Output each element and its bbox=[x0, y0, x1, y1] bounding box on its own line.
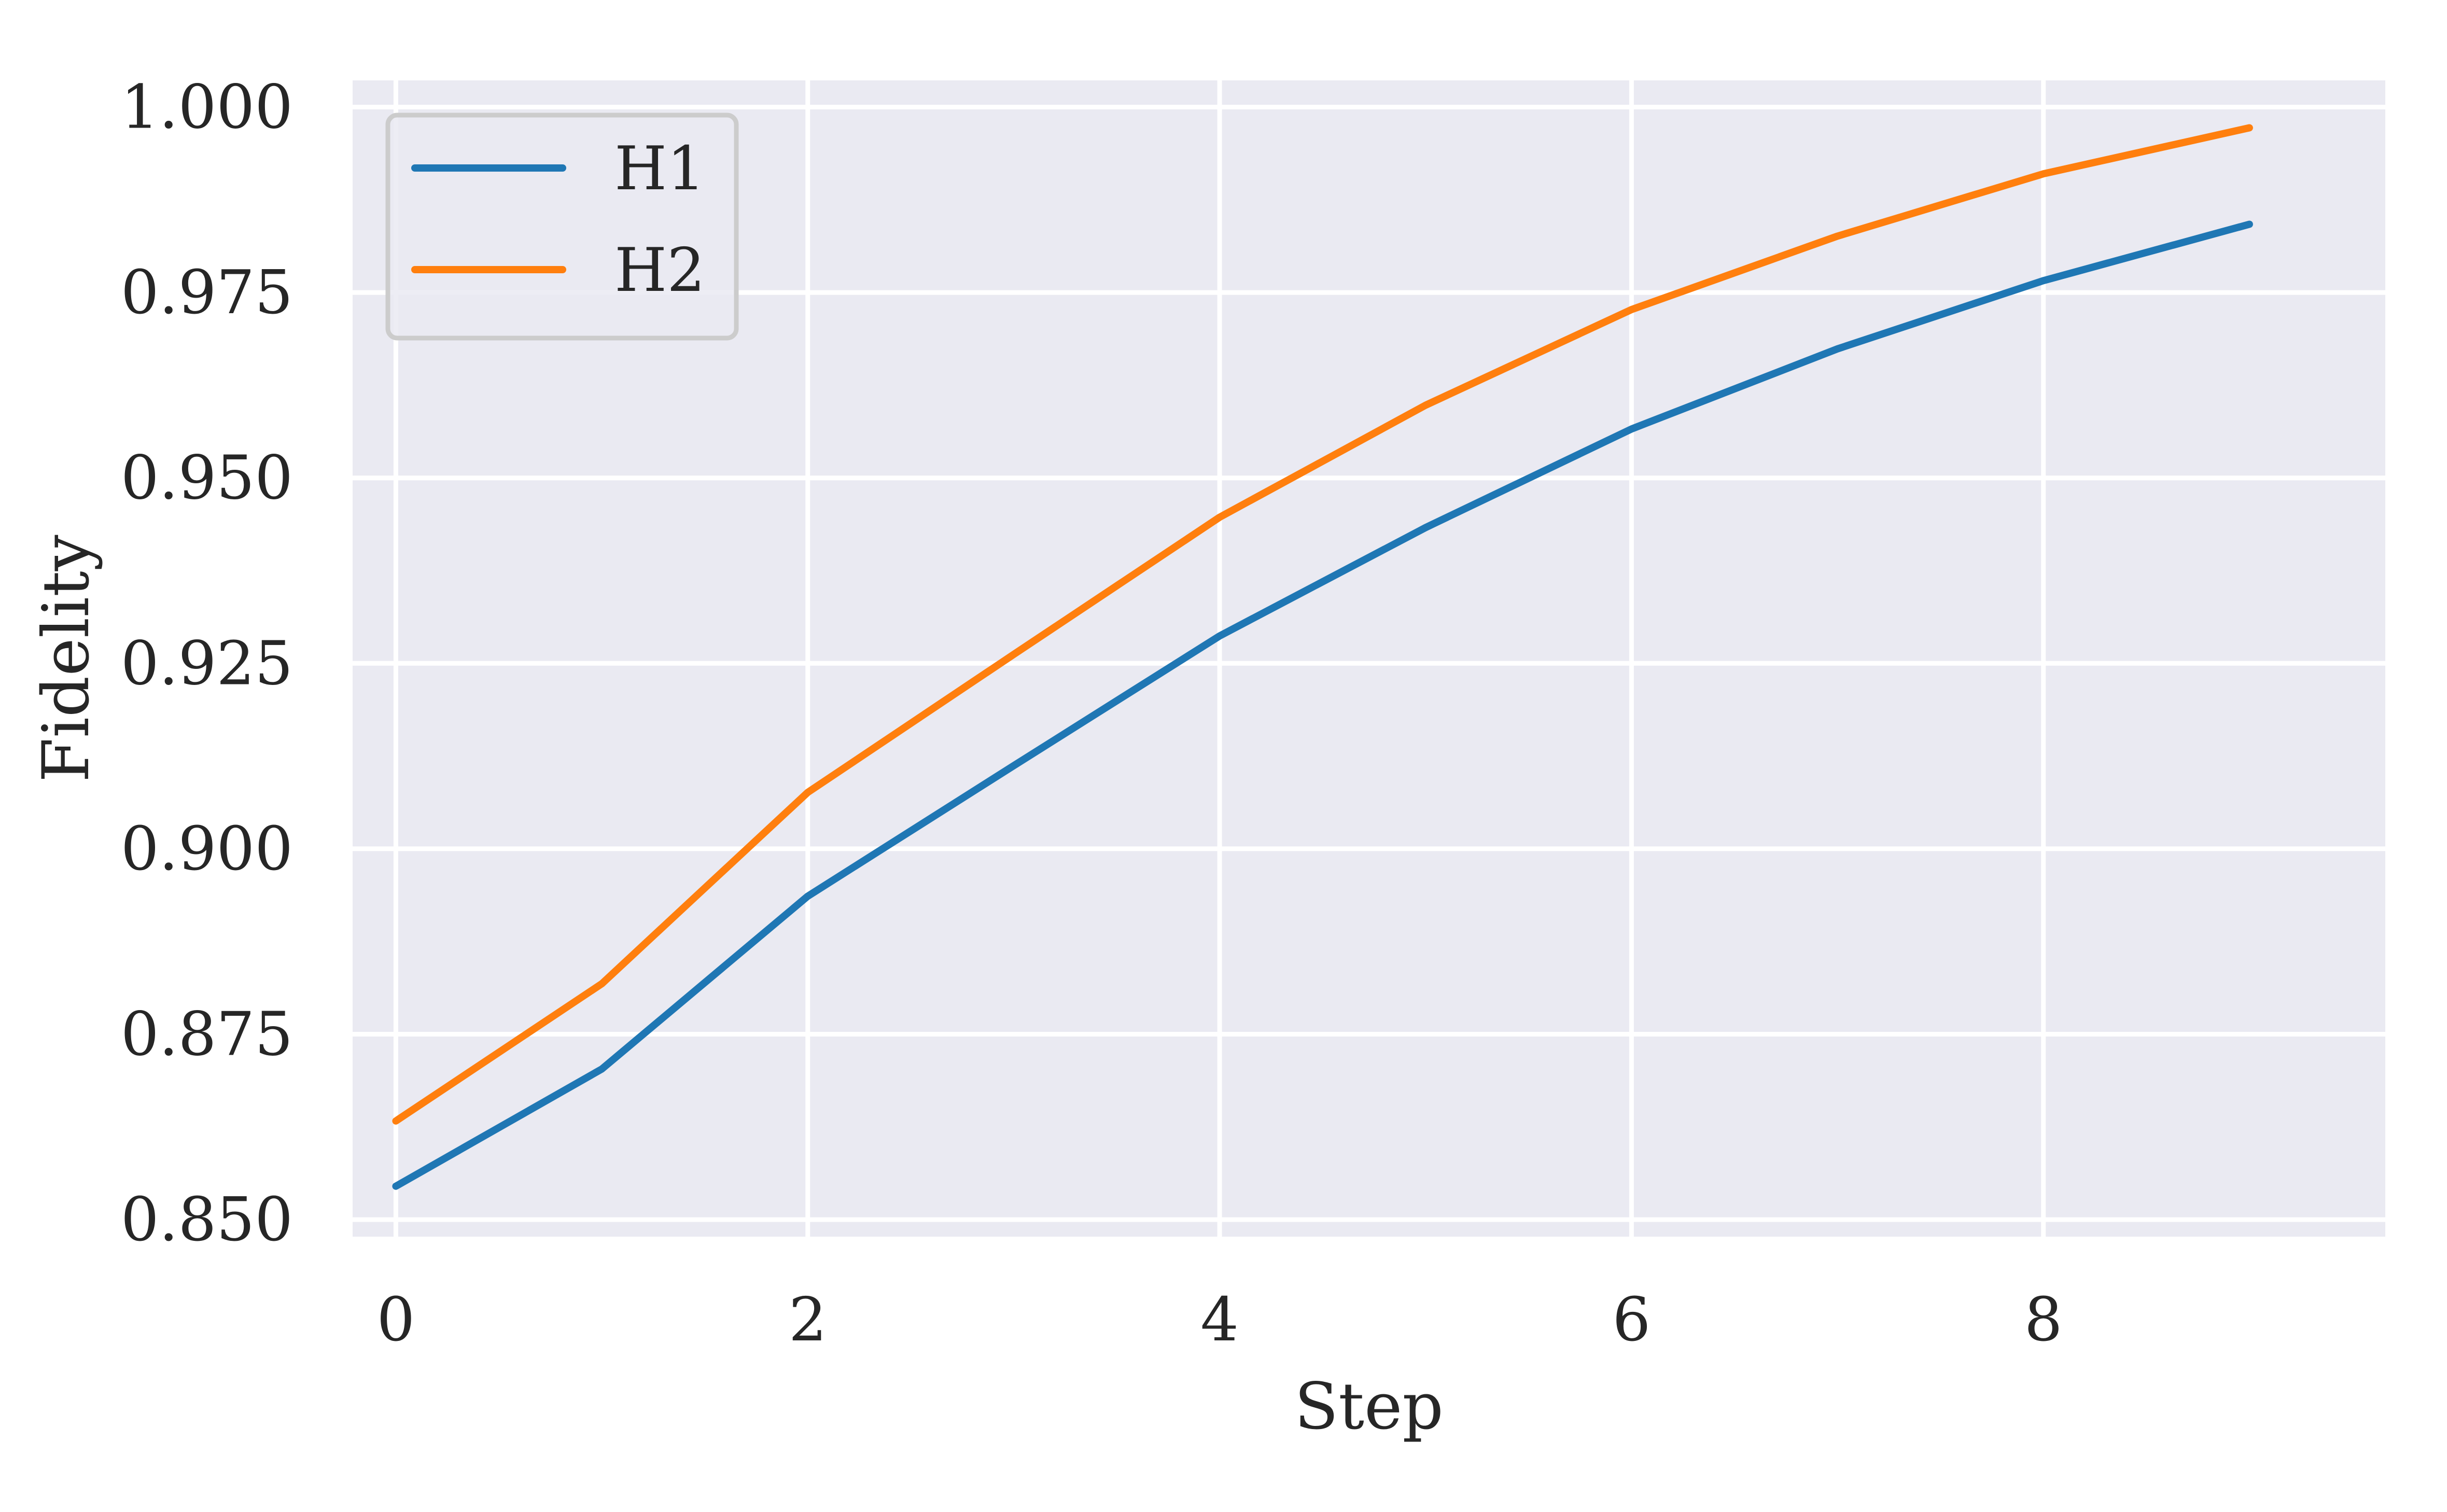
legend-label-h2: H2 bbox=[614, 235, 705, 305]
y-tick-label: 1.000 bbox=[121, 72, 293, 142]
x-tick-labels: 0 2 4 6 8 bbox=[376, 1285, 2062, 1355]
y-tick-label: 0.975 bbox=[121, 258, 293, 328]
series-line-h1 bbox=[392, 220, 2253, 1190]
y-tick-label: 0.850 bbox=[121, 1185, 293, 1255]
x-tick-label: 6 bbox=[1612, 1285, 1651, 1355]
y-tick-labels: 0.850 0.875 0.900 0.925 0.950 0.975 1.000 bbox=[121, 72, 293, 1255]
series-line-h2 bbox=[392, 124, 2253, 1125]
x-tick-label: 2 bbox=[789, 1285, 827, 1355]
x-axis-label: Step bbox=[1294, 1369, 1444, 1444]
series-lines bbox=[392, 124, 2253, 1190]
y-tick-label: 0.900 bbox=[121, 814, 293, 884]
legend-label-h1: H1 bbox=[614, 134, 705, 204]
y-tick-label: 0.925 bbox=[121, 628, 293, 698]
x-tick-label: 4 bbox=[1200, 1285, 1239, 1355]
y-axis-label: Fidelity bbox=[29, 535, 104, 782]
x-tick-label: 0 bbox=[376, 1285, 415, 1355]
y-tick-label: 0.875 bbox=[121, 999, 293, 1069]
x-tick-label: 8 bbox=[2024, 1285, 2063, 1355]
y-tick-label: 0.950 bbox=[121, 443, 293, 513]
legend: H1 H2 bbox=[385, 113, 739, 341]
